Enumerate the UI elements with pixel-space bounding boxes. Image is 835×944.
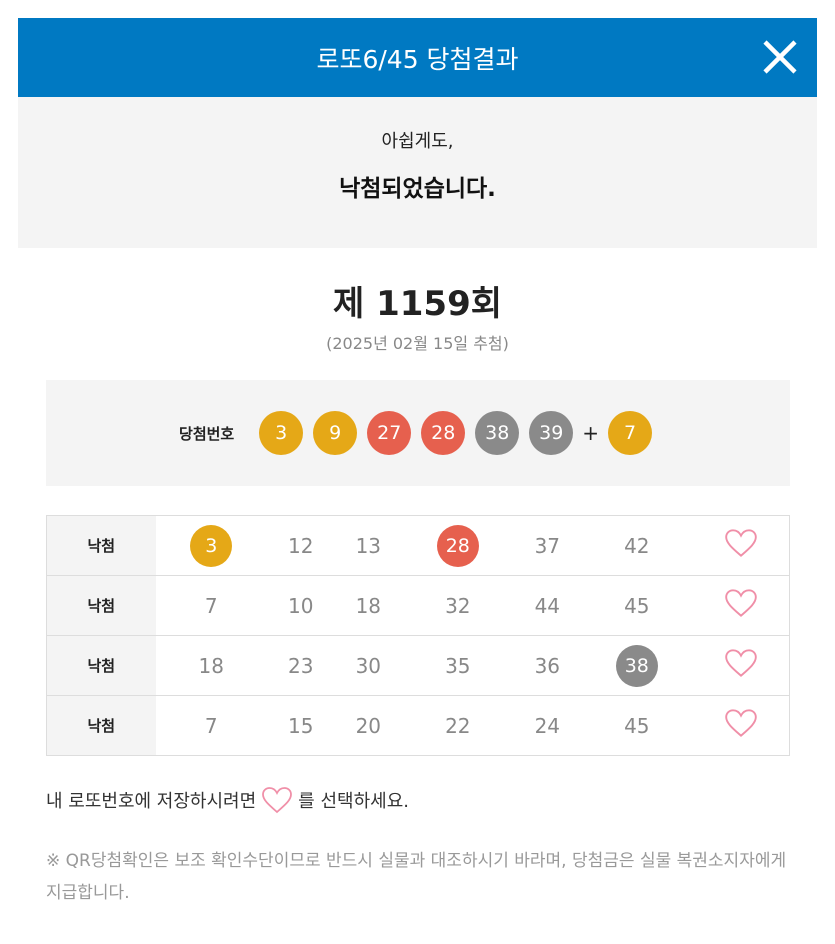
ticket-number-cell: 35 bbox=[402, 635, 514, 696]
ticket-number: 42 bbox=[624, 533, 650, 558]
ticket-number: 10 bbox=[288, 593, 314, 618]
ticket-table: 낙첨 3 12 13 28 37 42 낙첨 7 10 18 32 44 45 낙첨 18 23 30 35 36 38… bbox=[46, 515, 790, 756]
ticket-number-cell: 28 bbox=[402, 515, 514, 576]
ticket-number: 12 bbox=[288, 533, 314, 558]
message-line1: 아쉽게도, bbox=[381, 131, 454, 152]
ticket-number: 22 bbox=[445, 713, 471, 738]
page-title: 로또6/45 당첨결과 bbox=[316, 44, 519, 74]
header-bar: 로또6/45 당첨결과 bbox=[18, 18, 817, 97]
ticket-number-cell: 18 bbox=[334, 575, 403, 636]
ticket-number: 45 bbox=[624, 593, 650, 618]
ticket-result: 낙첨 bbox=[46, 695, 156, 756]
ticket-row: 낙첨 7 10 18 32 44 45 bbox=[46, 575, 790, 636]
message-line2: 낙첨되었습니다. bbox=[339, 176, 496, 202]
ticket-number-cell: 7 bbox=[155, 695, 267, 756]
ticket-number: 18 bbox=[355, 593, 382, 618]
close-icon[interactable] bbox=[761, 38, 799, 76]
draw-round: 제 1159회 bbox=[332, 284, 503, 324]
ticket-number-cell: 12 bbox=[266, 515, 335, 576]
draw-date: (2025년 02월 15일 추첨) bbox=[326, 334, 509, 353]
save-heart-button[interactable] bbox=[692, 515, 790, 576]
ticket-result: 낙첨 bbox=[46, 515, 156, 576]
ticket-number: 44 bbox=[534, 593, 561, 618]
ticket-number-cell: 36 bbox=[513, 635, 582, 696]
lotto-ball: 39 bbox=[529, 411, 574, 455]
save-hint-after: 를 선택하세요. bbox=[298, 791, 409, 812]
ticket-number-cell: 10 bbox=[266, 575, 335, 636]
ticket-number-cell: 13 bbox=[334, 515, 403, 576]
ticket-number: 7 bbox=[204, 593, 218, 618]
ticket-number-cell: 37 bbox=[513, 515, 582, 576]
ticket-number-cell: 23 bbox=[266, 635, 335, 696]
ticket-number: 24 bbox=[534, 713, 561, 738]
ticket-number: 35 bbox=[445, 653, 471, 678]
ticket-number-cell: 18 bbox=[155, 635, 267, 696]
ticket-number: 30 bbox=[355, 653, 382, 678]
save-heart-button[interactable] bbox=[692, 575, 790, 636]
lotto-ball: 38 bbox=[615, 644, 658, 687]
lotto-ball: 7 bbox=[607, 411, 652, 455]
ticket-number: 32 bbox=[445, 593, 471, 618]
lotto-ball: 27 bbox=[367, 411, 412, 455]
ticket-number-cell: 7 bbox=[155, 575, 267, 636]
ticket-number: 18 bbox=[198, 653, 224, 678]
save-heart-button[interactable] bbox=[692, 635, 790, 696]
heart-icon[interactable] bbox=[723, 587, 759, 619]
ticket-number-cell: 32 bbox=[402, 575, 514, 636]
ticket-number-cell: 3 bbox=[155, 515, 267, 576]
ticket-number-cell: 45 bbox=[581, 695, 693, 756]
ticket-number-cell: 30 bbox=[334, 635, 403, 696]
heart-icon[interactable] bbox=[723, 647, 759, 679]
ticket-result: 낙첨 bbox=[46, 575, 156, 636]
ticket-number: 37 bbox=[534, 533, 561, 558]
lotto-ball: 38 bbox=[475, 411, 520, 455]
lotto-ball: 3 bbox=[190, 524, 233, 567]
ticket-number-cell: 38 bbox=[581, 635, 693, 696]
ticket-number-cell: 42 bbox=[581, 515, 693, 576]
winning-label: 당첨번호 bbox=[179, 424, 235, 443]
ticket-number: 23 bbox=[288, 653, 314, 678]
heart-icon[interactable] bbox=[723, 707, 759, 739]
heart-icon bbox=[262, 787, 293, 814]
ticket-row: 낙첨 18 23 30 35 36 38 bbox=[46, 635, 790, 696]
ticket-number-cell: 45 bbox=[581, 575, 693, 636]
ticket-number-cell: 15 bbox=[266, 695, 335, 756]
ticket-number-cell: 24 bbox=[513, 695, 582, 756]
plus-sign: + bbox=[582, 421, 599, 445]
lotto-ball: 9 bbox=[313, 411, 358, 455]
ticket-number: 13 bbox=[355, 533, 382, 558]
result-message: 아쉽게도, 낙첨되었습니다. bbox=[18, 97, 817, 248]
ticket-number-cell: 20 bbox=[334, 695, 403, 756]
ticket-row: 낙첨 3 12 13 28 37 42 bbox=[46, 515, 790, 576]
ticket-row: 낙첨 7 15 20 22 24 45 bbox=[46, 695, 790, 756]
ticket-number: 45 bbox=[624, 713, 650, 738]
ticket-number-cell: 22 bbox=[402, 695, 514, 756]
save-hint: 내 로또번호에 저장하시려면 를 선택하세요. bbox=[46, 785, 409, 815]
save-heart-button[interactable] bbox=[692, 695, 790, 756]
lotto-ball: 28 bbox=[436, 524, 479, 567]
save-hint-before: 내 로또번호에 저장하시려면 bbox=[46, 791, 257, 812]
heart-icon[interactable] bbox=[723, 527, 759, 559]
lotto-ball: 28 bbox=[421, 411, 466, 455]
ticket-number: 20 bbox=[355, 713, 382, 738]
ticket-number: 36 bbox=[534, 653, 561, 678]
winning-numbers: 당첨번호 3 9 27 28 38 39 +7 bbox=[46, 380, 790, 486]
ticket-number: 15 bbox=[288, 713, 314, 738]
ticket-number: 7 bbox=[204, 713, 218, 738]
notice-text: ※ QR당첨확인은 보조 확인수단이므로 반드시 실물과 대조하시기 바라며, … bbox=[46, 851, 787, 903]
ticket-result: 낙첨 bbox=[46, 635, 156, 696]
lotto-ball: 3 bbox=[259, 411, 304, 455]
ticket-number-cell: 44 bbox=[513, 575, 582, 636]
